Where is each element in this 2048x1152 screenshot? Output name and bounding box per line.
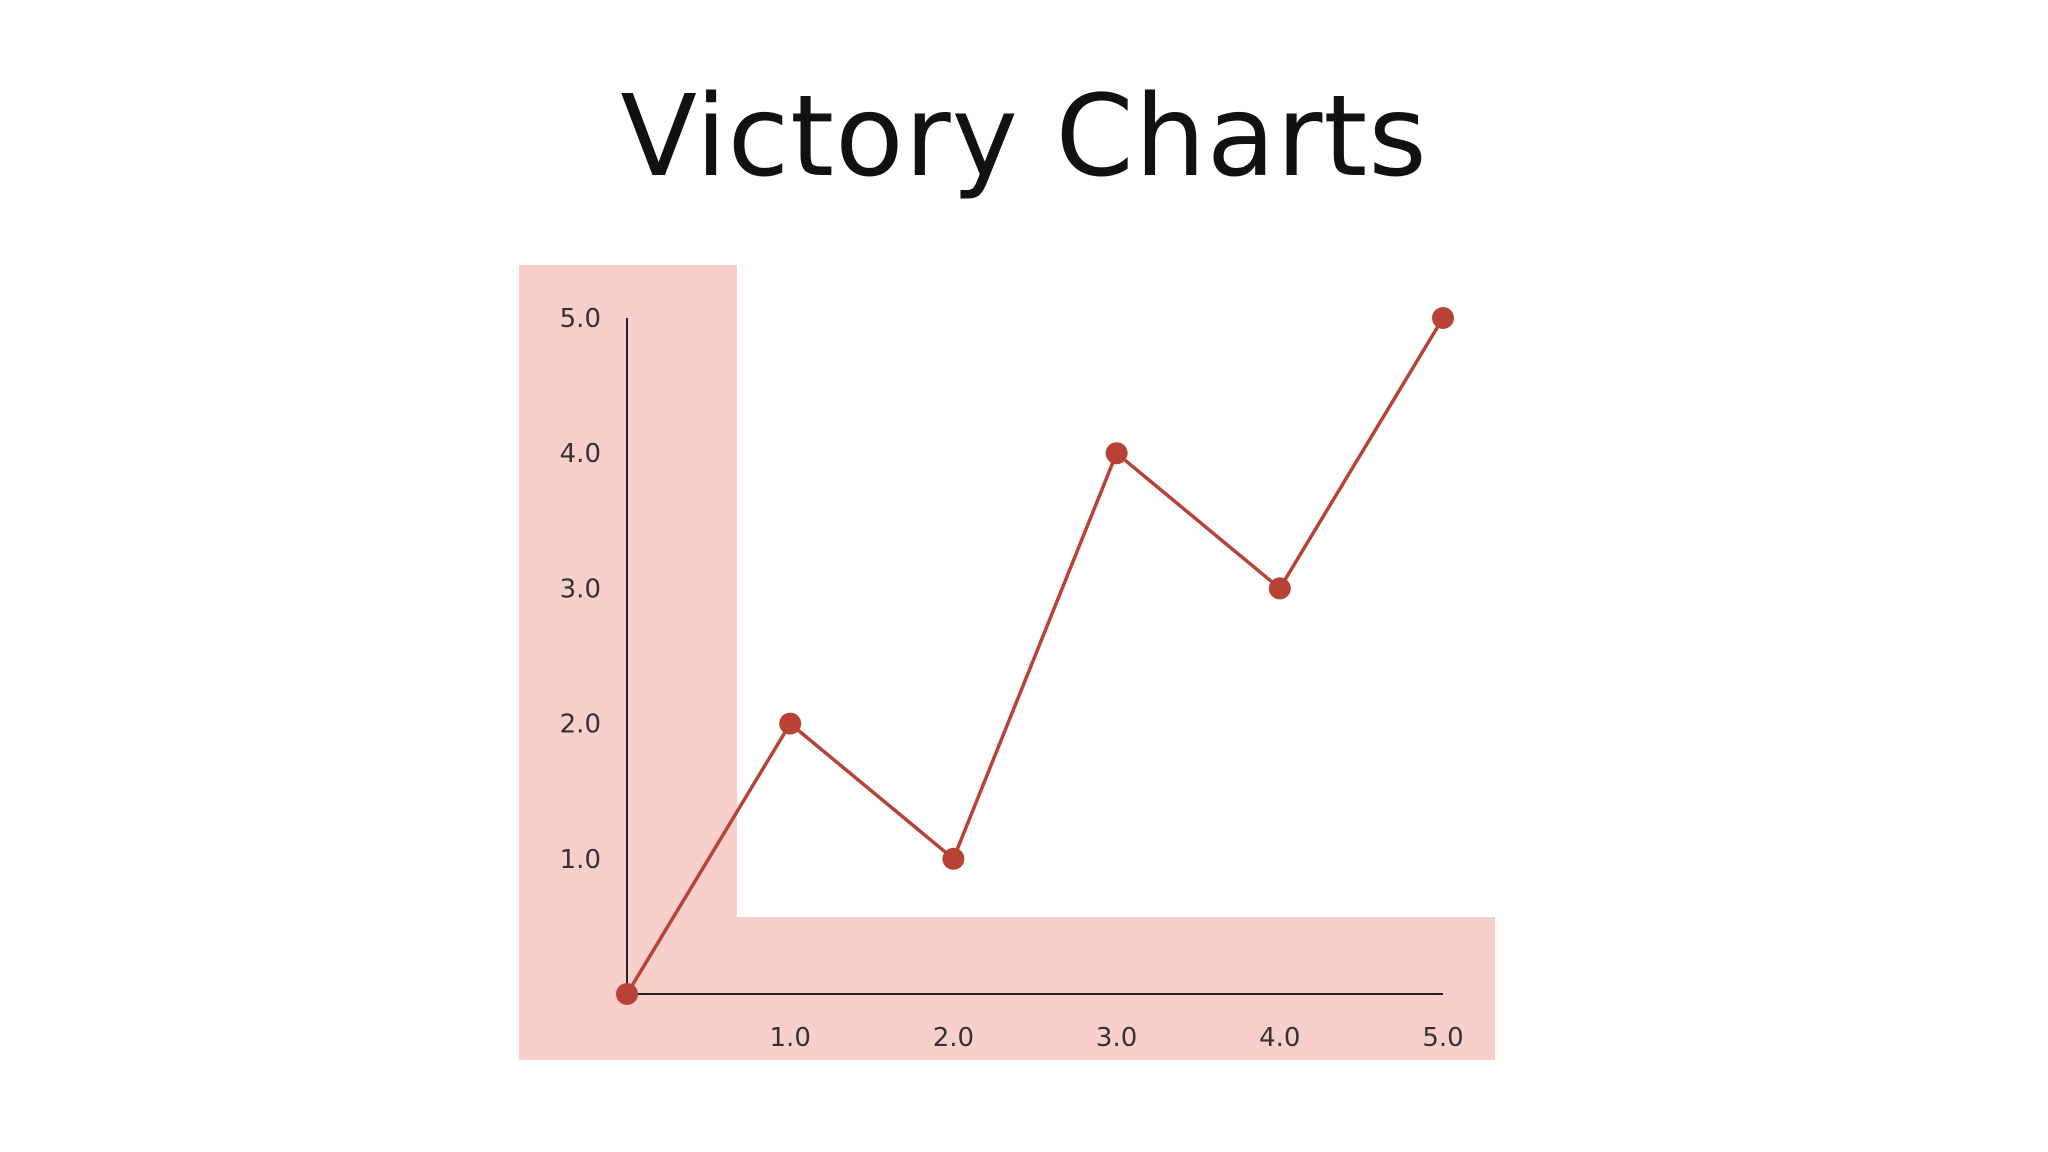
slide-title: Victory Charts — [620, 72, 1428, 202]
data-point — [1432, 307, 1454, 329]
data-point — [1105, 442, 1128, 465]
y-tick-label: 3.0 — [560, 574, 601, 604]
series-line — [625, 317, 1445, 995]
x-axis-highlight — [519, 917, 1495, 1060]
tick-labels: 1.0 2.0 3.0 4.0 5.0 1.0 2.0 3.0 4.0 5.0 — [560, 304, 1464, 1053]
x-tick-label: 4.0 — [1259, 1023, 1300, 1053]
y-tick-label: 2.0 — [560, 710, 601, 740]
x-tick-label: 1.0 — [770, 1023, 811, 1053]
x-tick-label: 5.0 — [1422, 1023, 1463, 1053]
x-tick-label: 3.0 — [1096, 1023, 1137, 1053]
data-point — [1268, 577, 1291, 600]
axes — [626, 318, 1443, 995]
y-tick-label: 4.0 — [560, 439, 601, 469]
data-points — [616, 307, 1454, 1005]
data-point — [779, 712, 802, 735]
series-line-layer — [625, 317, 1445, 995]
data-point — [616, 983, 638, 1005]
data-point — [942, 847, 965, 870]
y-tick-label: 1.0 — [560, 845, 601, 875]
y-tick-label: 5.0 — [560, 304, 601, 334]
axis-highlight — [519, 265, 1495, 1060]
x-tick-label: 2.0 — [933, 1023, 974, 1053]
